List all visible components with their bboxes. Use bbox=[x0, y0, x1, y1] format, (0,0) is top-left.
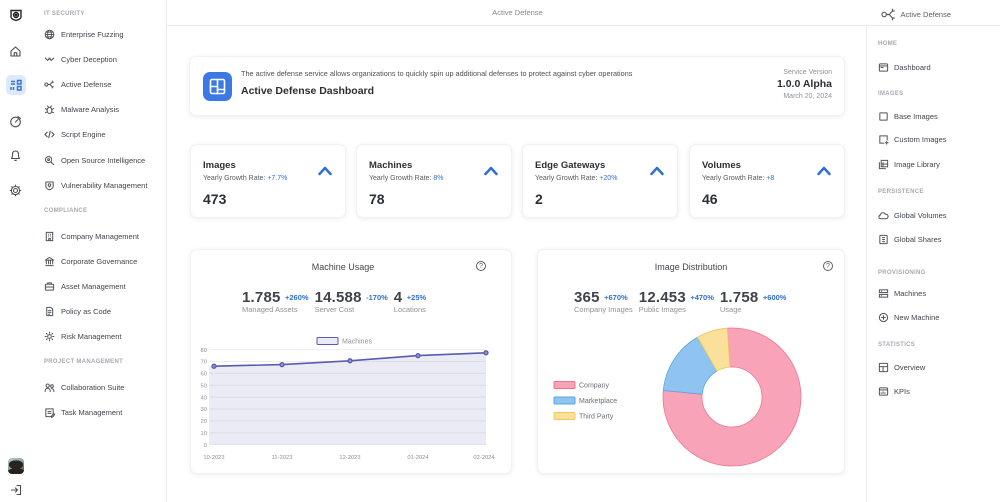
svg-text:60: 60 bbox=[201, 372, 207, 378]
svg-text:10: 10 bbox=[201, 431, 207, 437]
svg-text:Machines: Machines bbox=[342, 339, 372, 346]
svg-text:70: 70 bbox=[201, 360, 207, 366]
svg-text:50: 50 bbox=[201, 383, 207, 389]
svg-text:30: 30 bbox=[201, 407, 207, 413]
svg-text:40: 40 bbox=[201, 395, 207, 401]
svg-text:11-2023: 11-2023 bbox=[272, 455, 293, 461]
svg-text:0: 0 bbox=[204, 443, 207, 449]
svg-text:80: 80 bbox=[201, 348, 207, 354]
svg-text:01-2024: 01-2024 bbox=[407, 455, 429, 461]
svg-text:10-2023: 10-2023 bbox=[203, 455, 224, 461]
svg-text:Company: Company bbox=[579, 383, 609, 390]
svg-text:12-2023: 12-2023 bbox=[339, 455, 360, 461]
svg-text:20: 20 bbox=[201, 419, 207, 425]
svg-text:Marketplace: Marketplace bbox=[579, 398, 617, 405]
svg-text:Third Party: Third Party bbox=[579, 414, 614, 421]
svg-text:02-2024: 02-2024 bbox=[473, 455, 495, 461]
